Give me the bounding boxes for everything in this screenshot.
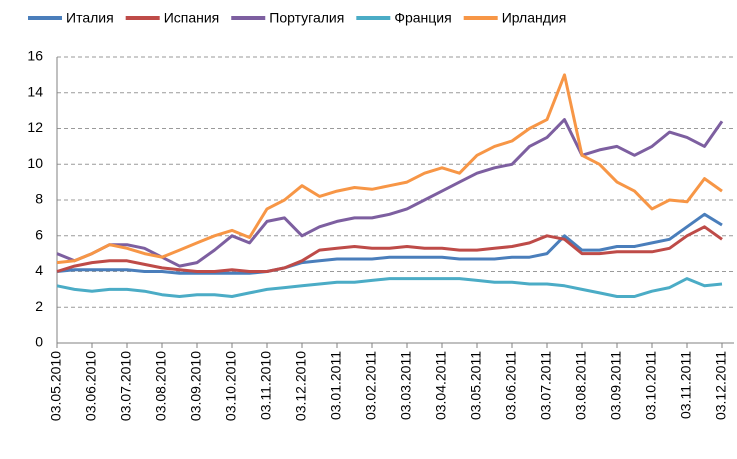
y-tick-label: 2 (35, 298, 43, 314)
series-line (56, 277, 723, 298)
x-tick-label: 03.08.2011 (573, 351, 589, 420)
x-tick-label: 03.03.2011 (398, 351, 414, 420)
x-tick-label: 03.06.2010 (83, 351, 99, 421)
x-tick-label: 03.07.2010 (118, 351, 134, 421)
legend-label: Франция (394, 10, 451, 26)
x-tick-label: 03.09.2010 (188, 351, 204, 421)
x-tick-label: 03.10.2011 (643, 351, 659, 420)
y-tick-label: 14 (27, 83, 43, 99)
legend-label: Испания (164, 10, 220, 26)
y-tick-label: 16 (27, 48, 43, 64)
x-tick-label: 03.11.2011 (678, 351, 694, 419)
y-tick-label: 4 (35, 262, 43, 278)
series-line (56, 212, 723, 275)
legend-label: Португалия (269, 10, 344, 26)
y-tick-label: 8 (35, 191, 43, 207)
x-tick-label: 03.11.2010 (258, 351, 274, 420)
x-tick-label: 03.02.2011 (363, 351, 379, 420)
x-tick-label: 03.12.2011 (713, 351, 729, 420)
x-tick-label: 03.12.2010 (293, 351, 309, 421)
legend-label: Италия (66, 10, 114, 26)
series-line (56, 118, 724, 268)
y-tick-label: 10 (27, 155, 43, 171)
x-tick-label: 03.07.2011 (538, 351, 554, 420)
y-tick-label: 0 (35, 334, 43, 350)
y-tick-label: 6 (35, 226, 43, 242)
x-tick-label: 03.01.2011 (328, 351, 344, 420)
x-tick-label: 03.05.2010 (48, 351, 64, 421)
series-line (56, 225, 723, 273)
x-tick-label: 03.06.2011 (503, 351, 519, 420)
x-tick-label: 03.04.2011 (433, 351, 449, 420)
x-tick-label: 03.10.2010 (223, 351, 239, 421)
x-tick-label: 03.08.2010 (153, 351, 169, 421)
y-tick-label: 12 (27, 119, 43, 135)
legend-label: Ирландия (502, 10, 567, 26)
series-line (56, 73, 723, 265)
x-tick-label: 03.05.2011 (468, 351, 484, 420)
x-tick-label: 03.09.2011 (608, 351, 624, 420)
